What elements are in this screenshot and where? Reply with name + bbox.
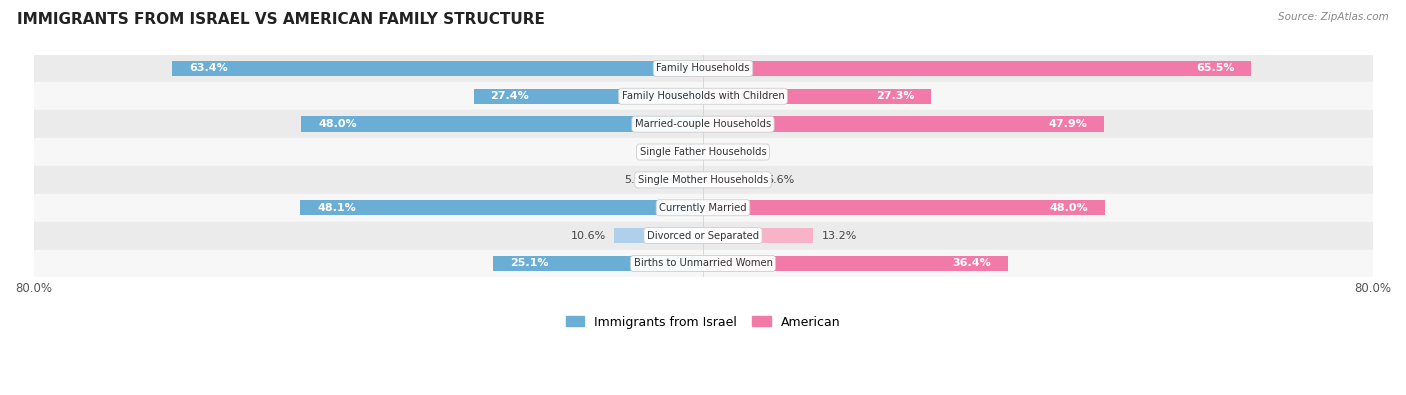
Bar — [34, 222, 1372, 250]
Text: 25.1%: 25.1% — [510, 258, 548, 269]
Text: 13.2%: 13.2% — [823, 231, 858, 241]
Bar — [301, 117, 703, 132]
Text: 2.4%: 2.4% — [731, 147, 761, 157]
Text: 65.5%: 65.5% — [1197, 64, 1234, 73]
Bar — [661, 172, 703, 188]
Text: Single Father Households: Single Father Households — [640, 147, 766, 157]
Text: 27.4%: 27.4% — [491, 91, 529, 101]
Bar — [703, 61, 1251, 76]
Bar — [688, 144, 703, 160]
Text: Divorced or Separated: Divorced or Separated — [647, 231, 759, 241]
Text: 1.8%: 1.8% — [651, 147, 679, 157]
Bar — [173, 61, 703, 76]
Bar — [703, 256, 1008, 271]
Bar — [34, 194, 1372, 222]
Bar — [703, 200, 1105, 215]
Text: 27.3%: 27.3% — [876, 91, 915, 101]
Text: Married-couple Households: Married-couple Households — [636, 119, 770, 129]
Bar — [494, 256, 703, 271]
Bar — [703, 117, 1104, 132]
Text: 5.0%: 5.0% — [624, 175, 652, 185]
Bar — [34, 166, 1372, 194]
Text: Source: ZipAtlas.com: Source: ZipAtlas.com — [1278, 12, 1389, 22]
Text: Births to Unmarried Women: Births to Unmarried Women — [634, 258, 772, 269]
Text: Currently Married: Currently Married — [659, 203, 747, 213]
Text: IMMIGRANTS FROM ISRAEL VS AMERICAN FAMILY STRUCTURE: IMMIGRANTS FROM ISRAEL VS AMERICAN FAMIL… — [17, 12, 544, 27]
Legend: Immigrants from Israel, American: Immigrants from Israel, American — [561, 310, 845, 333]
Text: Family Households with Children: Family Households with Children — [621, 91, 785, 101]
Bar — [703, 228, 814, 243]
Bar — [34, 110, 1372, 138]
Bar — [703, 88, 931, 104]
Text: 36.4%: 36.4% — [952, 258, 991, 269]
Bar — [34, 55, 1372, 83]
Bar — [34, 138, 1372, 166]
Text: Family Households: Family Households — [657, 64, 749, 73]
Text: 48.0%: 48.0% — [318, 119, 357, 129]
Bar — [34, 83, 1372, 110]
Bar — [703, 172, 758, 188]
Text: 47.9%: 47.9% — [1049, 119, 1087, 129]
Bar — [703, 144, 723, 160]
Text: 48.0%: 48.0% — [1049, 203, 1088, 213]
Text: 6.6%: 6.6% — [766, 175, 794, 185]
Bar — [614, 228, 703, 243]
Text: Single Mother Households: Single Mother Households — [638, 175, 768, 185]
Text: 48.1%: 48.1% — [318, 203, 356, 213]
Text: 10.6%: 10.6% — [571, 231, 606, 241]
Bar — [301, 200, 703, 215]
Text: 63.4%: 63.4% — [190, 64, 228, 73]
Bar — [34, 250, 1372, 277]
Bar — [474, 88, 703, 104]
